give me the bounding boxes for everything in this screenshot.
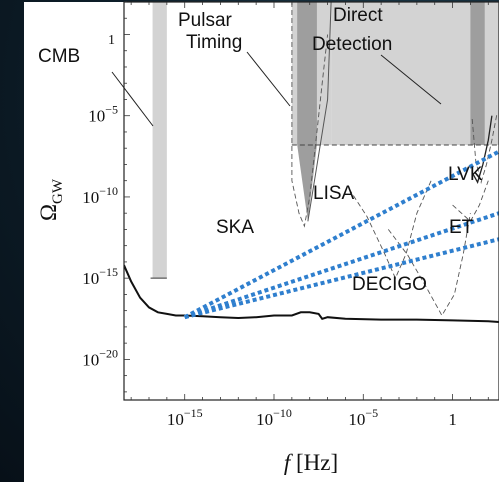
lvk-measured-curve <box>472 115 493 184</box>
label-pulsar-line-2: Timing <box>186 32 242 53</box>
label-decigo: DECIGO <box>352 274 427 295</box>
plot-area <box>124 2 499 323</box>
y-tick-label: 10−10 <box>82 184 118 207</box>
x-axis-label: f [Hz] <box>284 450 338 475</box>
sensitivity-curve-ska <box>291 2 329 228</box>
sensitivity-curve-lisa <box>348 180 432 280</box>
label-lvk: LVK <box>448 164 483 185</box>
y-tick-label: 10−15 <box>82 265 118 288</box>
series-line-0 <box>124 264 499 323</box>
x-tick-label: 10−10 <box>256 406 292 429</box>
leader-cmb <box>111 71 154 127</box>
y-tick-label: 10−20 <box>82 346 118 369</box>
label-et: ET <box>449 217 474 238</box>
label-cmb-superscript: 1 <box>108 33 115 48</box>
pulsar-timing-edge <box>307 2 332 222</box>
projection-line-1 <box>184 211 499 320</box>
sensitivity-curve-lvk <box>471 112 498 184</box>
sensitivity-curve-decigo <box>387 213 471 317</box>
label-lisa: LISA <box>313 183 355 204</box>
region-lvk-band <box>470 2 485 145</box>
label-cmb: CMB <box>38 46 80 67</box>
label-direct-line-1: Direct <box>333 5 383 26</box>
y-tick-label: 10−5 <box>88 103 118 126</box>
plot-frame <box>123 1 499 401</box>
y-axis-label: ΩGW <box>36 178 66 221</box>
pulsar-timing-dark-band <box>297 2 317 222</box>
leader-pulsar <box>246 51 291 107</box>
label-ska: SKA <box>216 217 254 238</box>
projection-line-2 <box>184 237 499 320</box>
projection-line-0 <box>183 149 499 319</box>
x-tick-label: 10−15 <box>167 406 203 429</box>
leader-direct <box>380 54 442 105</box>
x-tick-label: 10−5 <box>348 406 378 429</box>
label-pulsar-line-1: Pulsar <box>178 10 233 31</box>
label-direct-line-2: Detection <box>312 34 392 55</box>
region-cmb <box>152 2 167 279</box>
x-tick-label: 1 <box>448 410 457 429</box>
